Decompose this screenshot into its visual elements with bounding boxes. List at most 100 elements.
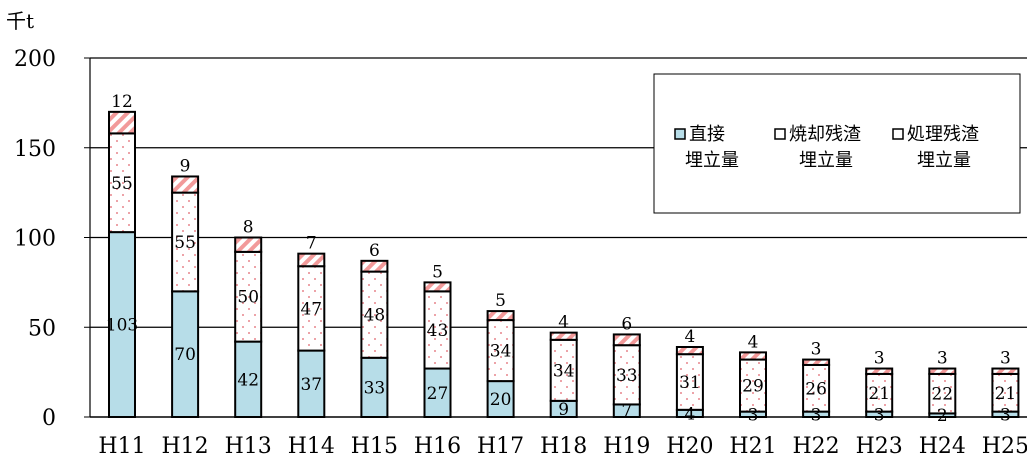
bar-H19-s2 bbox=[612, 333, 641, 347]
x-tick-label-H23: H23 bbox=[856, 434, 903, 459]
value-label-H25-s2: 3 bbox=[1000, 349, 1011, 369]
bar-H21-s1 bbox=[739, 358, 767, 413]
x-tick-label-H21: H21 bbox=[729, 434, 776, 459]
bar-H11-s0 bbox=[108, 231, 136, 418]
bars bbox=[108, 110, 1020, 419]
x-tick-label-H24: H24 bbox=[919, 434, 966, 459]
y-tick-label-50: 50 bbox=[28, 316, 56, 341]
bar-H13-s2 bbox=[234, 236, 263, 253]
value-label-H13-s2: 8 bbox=[243, 218, 254, 238]
bar-H14-s0 bbox=[297, 349, 326, 418]
x-tick-label-H22: H22 bbox=[793, 434, 840, 459]
y-tick-label-0: 0 bbox=[42, 406, 56, 431]
value-label-H13-s0: 42 bbox=[237, 370, 259, 390]
bar-H24-s2 bbox=[928, 367, 957, 375]
x-tick-label-H12: H12 bbox=[162, 434, 209, 459]
legend-label-0-line1: 直接 bbox=[689, 124, 725, 145]
value-label-H20-s2: 4 bbox=[684, 327, 695, 347]
value-label-H14-s2: 7 bbox=[306, 234, 317, 254]
bar-H17-s0 bbox=[486, 380, 515, 419]
bar-H16-s2 bbox=[423, 281, 452, 293]
value-label-H13-s1: 50 bbox=[237, 288, 259, 308]
y-tick-label-150: 150 bbox=[14, 137, 56, 162]
bar-H15-s0 bbox=[360, 356, 389, 419]
value-label-H15-s1: 48 bbox=[364, 306, 386, 326]
value-label-H12-s0: 70 bbox=[174, 345, 196, 365]
value-label-H16-s2: 5 bbox=[432, 262, 443, 282]
legend-box bbox=[653, 73, 1021, 214]
legend-label-0-line2: 埋立量 bbox=[685, 150, 739, 171]
bar-H11-s2 bbox=[108, 110, 136, 135]
bar-H21-s2 bbox=[739, 351, 767, 361]
legend-swatch-2 bbox=[892, 128, 904, 140]
value-label-H22-s2: 3 bbox=[811, 340, 822, 360]
x-tick-label-H19: H19 bbox=[603, 434, 650, 459]
value-label-H24-s2: 3 bbox=[937, 349, 948, 369]
value-label-H17-s1: 34 bbox=[490, 342, 512, 362]
legend-label-1-line1: 焼却残渣 bbox=[789, 124, 861, 145]
value-labels: 1035512705594250837477334862743520345934… bbox=[106, 92, 1016, 426]
x-tick-label-H25: H25 bbox=[982, 434, 1027, 459]
value-label-H15-s0: 33 bbox=[364, 378, 386, 398]
value-label-H15-s2: 6 bbox=[369, 241, 380, 261]
value-label-H16-s1: 43 bbox=[427, 321, 449, 341]
legend-label-2-line1: 処理残渣 bbox=[907, 124, 979, 145]
bar-H20-s2 bbox=[675, 345, 704, 356]
unit-label: 千t bbox=[6, 9, 34, 33]
bar-H12-s1 bbox=[171, 191, 200, 293]
x-tick-label-H11: H11 bbox=[98, 434, 145, 459]
bar-H24-s1 bbox=[928, 372, 957, 415]
x-tick-label-H16: H16 bbox=[414, 434, 461, 459]
bar-H14-s1 bbox=[297, 265, 326, 352]
value-label-H18-s0: 9 bbox=[558, 400, 569, 420]
value-label-H25-s1: 21 bbox=[995, 384, 1017, 404]
value-label-H23-s2: 3 bbox=[874, 349, 885, 369]
value-label-H11-s0: 103 bbox=[106, 316, 138, 336]
value-label-H11-s2: 12 bbox=[111, 92, 133, 112]
value-label-H20-s1: 31 bbox=[679, 373, 701, 393]
value-label-H20-s0: 4 bbox=[684, 404, 695, 424]
x-tick-label-H20: H20 bbox=[666, 434, 713, 459]
y-axis: 0 50 100 150 200 bbox=[14, 47, 91, 431]
value-label-H18-s1: 34 bbox=[553, 361, 575, 381]
bar-H22-s1 bbox=[802, 363, 831, 413]
bar-H15-s2 bbox=[360, 259, 389, 273]
bar-H17-s2 bbox=[486, 310, 515, 322]
bar-H23-s1 bbox=[865, 372, 894, 413]
x-tick-label-H17: H17 bbox=[477, 434, 524, 459]
bar-H25-s2 bbox=[991, 367, 1020, 375]
value-label-H24-s0: 2 bbox=[937, 406, 948, 426]
bar-H13-s1 bbox=[234, 250, 263, 343]
value-label-H22-s1: 26 bbox=[805, 379, 827, 399]
bar-H12-s0 bbox=[171, 290, 200, 419]
value-label-H14-s1: 47 bbox=[300, 299, 322, 319]
bar-H13-s0 bbox=[234, 340, 263, 418]
legend-label-1-line2: 埋立量 bbox=[799, 150, 853, 171]
bar-H16-s0 bbox=[423, 367, 452, 419]
bar-H22-s2 bbox=[802, 358, 831, 366]
bar-H23-s2 bbox=[865, 367, 894, 375]
bar-H17-s1 bbox=[486, 319, 515, 383]
value-label-H11-s1: 55 bbox=[111, 174, 133, 194]
bar-H12-s2 bbox=[171, 175, 200, 194]
bar-H16-s1 bbox=[423, 290, 452, 370]
legend-swatch-0 bbox=[674, 128, 686, 140]
value-label-H12-s1: 55 bbox=[174, 233, 196, 253]
value-label-H17-s0: 20 bbox=[490, 390, 512, 410]
x-axis-labels: H11 H12 H13 H14 H15 H16 H17 H18 H19 H20 H21 H22 H23 H… bbox=[98, 434, 1027, 459]
value-label-H23-s0: 3 bbox=[874, 405, 885, 425]
value-label-H17-s2: 5 bbox=[495, 291, 506, 311]
value-label-H24-s1: 22 bbox=[931, 385, 953, 405]
legend-swatch-1 bbox=[774, 128, 786, 140]
value-label-H23-s1: 21 bbox=[868, 384, 890, 404]
x-tick-label-H13: H13 bbox=[225, 434, 272, 459]
x-tick-label-H15: H15 bbox=[351, 434, 398, 459]
bar-H11-s1 bbox=[108, 132, 136, 234]
value-label-H12-s2: 9 bbox=[180, 156, 191, 176]
value-label-H25-s0: 3 bbox=[1000, 405, 1011, 425]
value-label-H14-s0: 37 bbox=[300, 375, 322, 395]
x-tick-label-H18: H18 bbox=[540, 434, 587, 459]
legend-label-2-line2: 埋立量 bbox=[917, 150, 971, 171]
y-tick-label-100: 100 bbox=[14, 227, 56, 252]
